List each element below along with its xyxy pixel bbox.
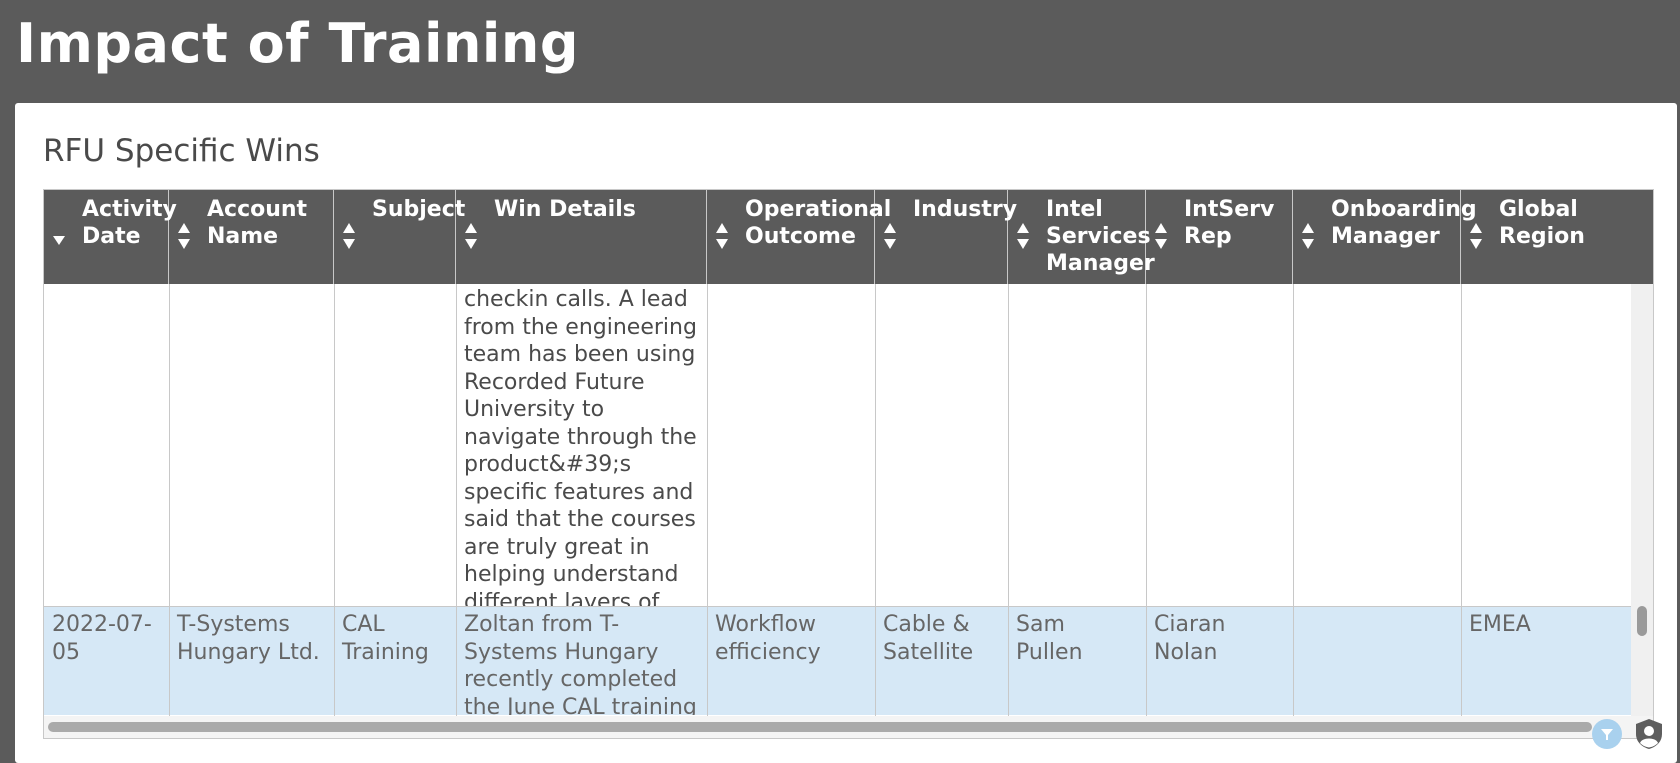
sort-arrows-icon[interactable] (1301, 222, 1315, 250)
column-header-intel-services-manager[interactable]: Intel Services Manager (1008, 190, 1155, 284)
column-header-activity-date[interactable]: Activity Date (44, 190, 177, 284)
column-label: Industry (913, 197, 1018, 222)
column-divider (707, 284, 708, 738)
cell-onboarding-manager (1293, 284, 1461, 292)
column-divider (1146, 284, 1147, 738)
cell-activity-date: 2022-07-05 (52, 612, 152, 665)
horizontal-scrollbar[interactable] (44, 716, 1653, 738)
column-label: Win Details (494, 197, 636, 222)
column-header-onboarding-manager[interactable]: Onboarding Manager (1293, 190, 1477, 284)
sort-arrows-icon[interactable] (177, 222, 191, 250)
cell-subject (334, 284, 456, 292)
cell-win-details: Zoltan from T-Systems Hungary recently c… (464, 612, 697, 715)
cell-industry: Cable & Satellite (883, 612, 974, 665)
table-row-selected[interactable]: 2022-07-05 T-Systems Hungary Ltd. CAL Tr… (44, 607, 1631, 715)
privacy-button[interactable] (1632, 717, 1666, 751)
column-label: Onboarding Manager (1331, 197, 1477, 249)
sort-desc-icon[interactable] (52, 234, 66, 246)
column-divider (169, 284, 170, 738)
page-title: Impact of Training (16, 12, 580, 75)
horizontal-scrollbar-thumb[interactable] (48, 722, 1592, 732)
column-label: Operational Outcome (745, 197, 892, 249)
column-header-intserv-rep[interactable]: IntServ Rep (1146, 190, 1293, 284)
panel-title: RFU Specific Wins (43, 133, 320, 169)
vertical-scrollbar-thumb[interactable] (1637, 606, 1647, 636)
cell-operational-outcome (707, 284, 875, 292)
column-label: Account Name (207, 197, 308, 249)
rfu-wins-table: Activity Date Account Name Subject Win D… (43, 189, 1654, 739)
column-divider (1461, 284, 1462, 738)
column-label: Activity Date (82, 197, 177, 249)
sort-arrows-icon[interactable] (1016, 222, 1030, 250)
sort-arrows-icon[interactable] (464, 222, 478, 250)
column-header-global-region[interactable]: Global Region (1461, 190, 1653, 284)
cell-intel-services-manager (1008, 284, 1146, 292)
column-divider (875, 284, 876, 738)
column-divider (1293, 284, 1294, 738)
column-header-industry[interactable]: Industry (875, 190, 1017, 284)
cell-win-details: checkin calls. A lead from the engineeri… (464, 287, 697, 607)
cell-subject: CAL Training (342, 612, 429, 665)
filter-icon (1601, 729, 1613, 740)
cell-intserv-rep (1146, 284, 1293, 292)
cell-industry (875, 284, 1008, 292)
cell-account-name (169, 284, 334, 292)
sort-arrows-icon[interactable] (715, 222, 729, 250)
cell-operational-outcome: Workflow efficiency (715, 612, 821, 665)
cell-intel-services-manager: Sam Pullen (1016, 612, 1083, 665)
cell-onboarding-manager (1293, 607, 1461, 615)
column-header-operational-outcome[interactable]: Operational Outcome (707, 190, 891, 284)
vertical-scrollbar[interactable] (1631, 284, 1653, 716)
column-label: Intel Services Manager (1046, 197, 1155, 276)
sort-arrows-icon[interactable] (1154, 222, 1168, 250)
cell-account-name: T-Systems Hungary Ltd. (177, 612, 320, 665)
column-divider (1008, 284, 1009, 738)
column-header-subject[interactable]: Subject (334, 190, 465, 284)
column-header-account-name[interactable]: Account Name (169, 190, 334, 284)
column-divider (456, 284, 457, 738)
cell-activity-date (44, 284, 169, 292)
sort-arrows-icon[interactable] (883, 222, 897, 250)
table-row[interactable]: checkin calls. A lead from the engineeri… (44, 284, 1631, 607)
filter-button[interactable] (1592, 719, 1622, 749)
user-shield-icon (1636, 719, 1662, 749)
column-divider (334, 284, 335, 738)
rfu-wins-panel: RFU Specific Wins Activity Date Account … (15, 103, 1677, 763)
table-header: Activity Date Account Name Subject Win D… (44, 190, 1653, 285)
sort-arrows-icon[interactable] (342, 222, 356, 250)
column-label: Global Region (1499, 197, 1585, 249)
cell-global-region: EMEA (1469, 612, 1531, 637)
cell-global-region (1461, 284, 1631, 292)
sort-arrows-icon[interactable] (1469, 222, 1483, 250)
column-header-win-details[interactable]: Win Details (456, 190, 707, 284)
column-label: Subject (372, 197, 466, 222)
cell-intserv-rep: Ciaran Nolan (1154, 612, 1226, 665)
column-label: IntServ Rep (1184, 197, 1275, 249)
